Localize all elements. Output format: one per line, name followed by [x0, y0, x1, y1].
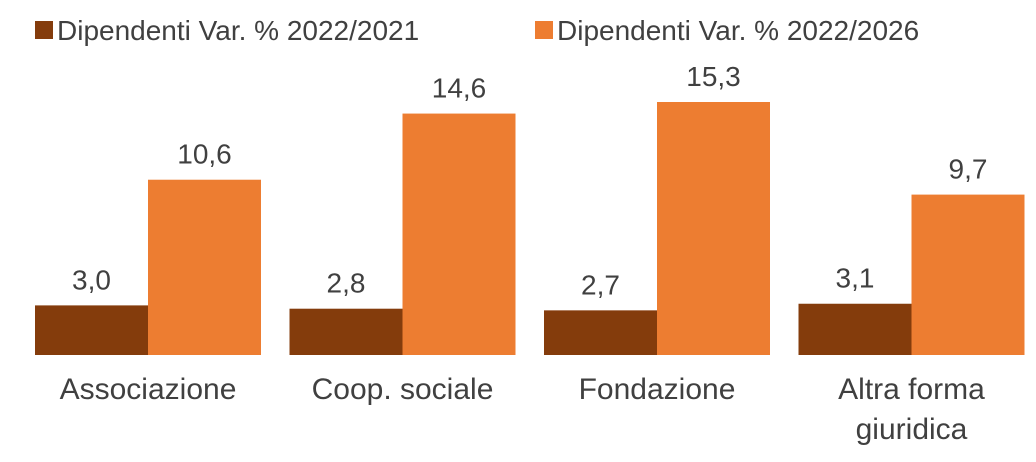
value-label: 2,7	[581, 269, 620, 300]
bar	[289, 308, 403, 355]
legend-swatch	[535, 21, 553, 39]
bar	[657, 102, 770, 355]
x-tick-label: Associazione	[59, 373, 237, 406]
bar	[798, 303, 912, 355]
legend-label: Dipendenti Var. % 2022/2026	[557, 15, 919, 46]
bar	[402, 113, 516, 355]
bar	[911, 194, 1025, 355]
legend-label: Dipendenti Var. % 2022/2021	[57, 15, 419, 46]
x-tick-label: Altra forma giuridica	[838, 373, 985, 446]
bar	[544, 310, 657, 355]
value-label: 2,8	[327, 268, 366, 299]
value-label: 3,0	[72, 264, 111, 295]
x-tick-label: Coop. sociale	[311, 373, 494, 406]
bar	[148, 179, 261, 355]
value-label: 10,6	[177, 139, 232, 170]
value-label: 3,1	[836, 263, 875, 294]
legend-swatch	[35, 21, 53, 39]
bar	[35, 305, 148, 355]
value-label: 15,3	[686, 61, 741, 92]
value-label: 9,7	[949, 154, 988, 185]
value-label: 14,6	[432, 73, 487, 104]
x-tick-label: Fondazione	[578, 373, 736, 406]
